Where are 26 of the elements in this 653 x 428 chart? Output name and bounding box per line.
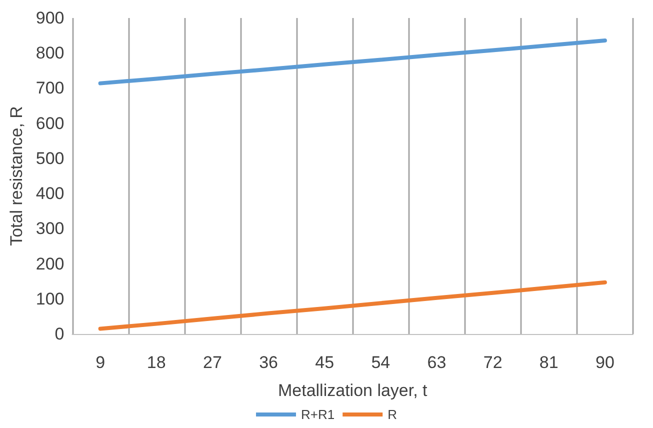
x-tick-label: 27 [202,353,222,372]
legend-label: R [388,407,397,422]
y-tick-label: 300 [36,219,64,238]
y-tick-label: 400 [36,184,64,204]
y-tick-label: 0 [54,324,64,344]
x-axis-title: Metallization layer, t [278,381,428,400]
y-tick-label: 600 [36,114,64,133]
x-tick-label: 81 [539,353,558,372]
x-tick-label: 45 [315,353,334,372]
y-tick-label: 500 [36,148,64,168]
x-tick-label: 90 [596,353,614,372]
x-tick-label: 18 [146,353,166,372]
y-tick-label: 800 [36,44,64,63]
y-tick-label: 200 [36,254,64,274]
x-tick-label: 36 [259,353,278,372]
line-series [98,280,607,331]
y-tick-label: 700 [36,78,64,98]
x-tick-label: 54 [371,353,390,372]
y-tick-label: 100 [36,289,64,308]
x-tick-label: 9 [96,353,106,372]
y-axis-title: Total resistance, R [7,106,26,246]
x-tick-label: 63 [427,353,446,372]
legend-label: R+R1 [301,407,335,422]
x-tick-label: 72 [483,353,502,372]
y-tick-label: 900 [36,8,64,28]
line-series [98,38,607,86]
